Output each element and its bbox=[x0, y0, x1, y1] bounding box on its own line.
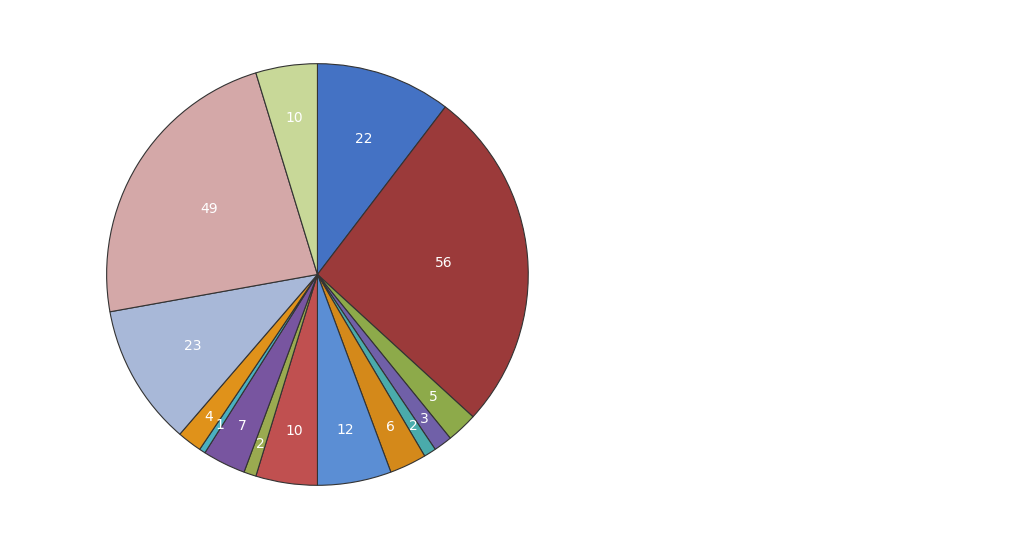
Text: 5: 5 bbox=[429, 390, 437, 404]
Text: 4: 4 bbox=[205, 410, 213, 424]
Text: 3: 3 bbox=[420, 412, 428, 425]
Wedge shape bbox=[106, 73, 317, 312]
Wedge shape bbox=[200, 274, 317, 453]
Text: 12: 12 bbox=[337, 423, 354, 437]
Wedge shape bbox=[317, 107, 528, 417]
Wedge shape bbox=[317, 274, 435, 456]
Text: 6: 6 bbox=[385, 420, 394, 434]
Text: 10: 10 bbox=[286, 111, 303, 125]
Text: 1: 1 bbox=[215, 418, 224, 432]
Text: 49: 49 bbox=[201, 201, 218, 216]
Text: 23: 23 bbox=[184, 339, 202, 352]
Text: 10: 10 bbox=[286, 424, 303, 438]
Wedge shape bbox=[317, 274, 451, 449]
Wedge shape bbox=[244, 274, 317, 476]
Wedge shape bbox=[317, 274, 473, 438]
Text: 2: 2 bbox=[256, 437, 264, 451]
Text: 56: 56 bbox=[434, 256, 453, 270]
Wedge shape bbox=[256, 64, 317, 274]
Text: 2: 2 bbox=[409, 419, 418, 433]
Wedge shape bbox=[110, 274, 317, 434]
Text: 22: 22 bbox=[354, 132, 372, 145]
Wedge shape bbox=[317, 274, 425, 472]
Legend: Architectural stone, Column drum, Semi-column drum, Quarter column drum, Base, C: Architectural stone, Column drum, Semi-c… bbox=[622, 79, 868, 470]
Wedge shape bbox=[256, 274, 317, 485]
Wedge shape bbox=[205, 274, 317, 472]
Wedge shape bbox=[317, 64, 445, 274]
Wedge shape bbox=[180, 274, 317, 449]
Wedge shape bbox=[317, 274, 391, 485]
Text: 7: 7 bbox=[239, 419, 247, 433]
